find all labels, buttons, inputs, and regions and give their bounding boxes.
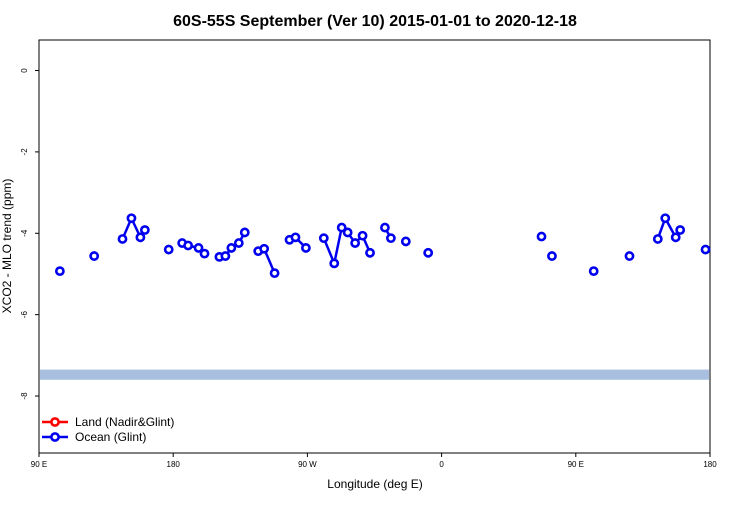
data-point [126, 213, 137, 224]
data-point [660, 213, 671, 224]
legend-marker [50, 417, 60, 427]
data-point [336, 222, 347, 233]
legend-label: Land (Nadir&Glint) [75, 415, 174, 429]
x-tick-label: 180 [703, 460, 717, 469]
ticks-layer: 90 E 180 90 W 0 90 E 180 0 -2 -4 -6 -8 [20, 68, 717, 469]
data-point [163, 244, 174, 255]
data-point [700, 244, 711, 255]
data-point [423, 247, 434, 258]
data-point [357, 230, 368, 241]
y-tick-label: 0 [20, 68, 29, 73]
data-point [193, 243, 204, 253]
x-axis-label: Longitude (deg E) [327, 477, 422, 491]
data-point [380, 222, 390, 233]
plot-frame [38, 39, 711, 454]
data-point [89, 251, 100, 261]
legend-label: Ocean (Glint) [75, 430, 146, 444]
x-tick-label: 90 W [298, 460, 317, 469]
data-point [259, 243, 270, 254]
legend-marker [50, 432, 60, 442]
data-point [135, 232, 146, 243]
band-layer [40, 369, 709, 380]
data-point [233, 238, 244, 248]
data-point [301, 243, 311, 253]
data-point [290, 232, 301, 243]
data-point [624, 251, 635, 261]
data-point [220, 251, 231, 261]
series-layer [54, 213, 711, 279]
x-tick-label: 90 E [568, 460, 584, 469]
data-point [269, 268, 280, 279]
data-point [139, 225, 150, 235]
data-point [386, 233, 396, 244]
y-tick-label: -4 [20, 229, 29, 237]
y-tick-label: -6 [20, 311, 29, 319]
data-point [365, 247, 375, 258]
data-point [675, 225, 686, 235]
reference-band [40, 369, 709, 380]
data-point [318, 233, 329, 244]
data-point [547, 251, 557, 261]
x-tick-label: 180 [167, 460, 181, 469]
data-point [117, 234, 128, 244]
legend: Land (Nadir&Glint)Ocean (Glint) [42, 415, 174, 444]
y-axis-label: XCO2 - MLO trend (ppm) [0, 179, 14, 314]
data-point [652, 234, 663, 244]
data-point [54, 266, 65, 277]
data-point [400, 236, 411, 247]
data-point [536, 231, 547, 242]
y-tick-label: -8 [20, 392, 29, 400]
data-point [239, 227, 250, 238]
data-point [183, 240, 194, 251]
data-point [588, 266, 599, 277]
data-point [329, 258, 340, 269]
chart-title: 60S-55S September (Ver 10) 2015-01-01 to… [173, 13, 577, 30]
data-point [342, 227, 353, 238]
x-tick-label: 0 [439, 460, 444, 469]
y-tick-label: -2 [20, 148, 29, 156]
data-point [670, 232, 681, 243]
data-point [350, 238, 361, 248]
data-point [199, 248, 210, 259]
x-tick-label: 90 E [31, 460, 47, 469]
data-point [226, 243, 237, 253]
